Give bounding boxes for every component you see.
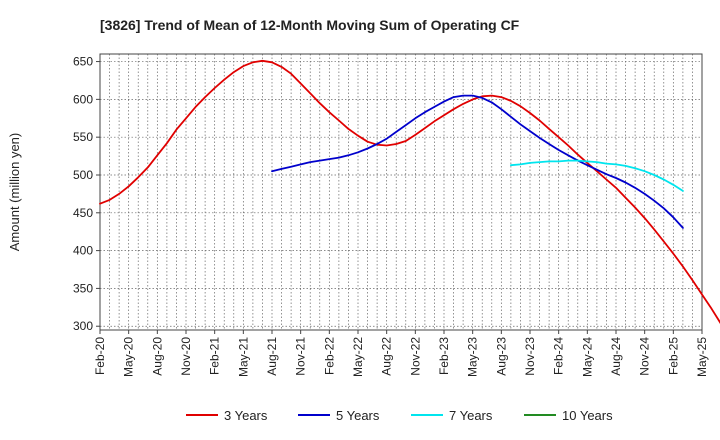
- x-tick-label: May-21: [236, 337, 250, 377]
- y-tick-label: 400: [73, 244, 93, 258]
- legend-label-2: 5 Years: [336, 408, 380, 423]
- x-tick-label: May-24: [580, 337, 594, 377]
- x-tick-label: Aug-22: [380, 337, 394, 376]
- x-tick-label: Nov-24: [638, 337, 652, 376]
- x-tick-label: Feb-22: [322, 337, 336, 375]
- y-tick-label: 650: [73, 55, 93, 69]
- legend-label-3: 7 Years: [449, 408, 493, 423]
- plot-frame: [99, 53, 703, 331]
- series-line-2: [271, 94, 684, 229]
- legend: 3 Years 5 Years 7 Years 10 Years: [186, 408, 613, 423]
- x-tick-label: May-20: [122, 337, 136, 377]
- chart-title: [3826] Trend of Mean of 12-Month Moving …: [100, 17, 520, 33]
- x-tick-label: Nov-21: [294, 337, 308, 376]
- x-tick-label: Feb-23: [437, 337, 451, 375]
- x-tick-label: Nov-20: [179, 337, 193, 376]
- series-line-1: [99, 59, 720, 324]
- grid-lines: [100, 54, 702, 330]
- y-tick-label: 350: [73, 281, 93, 295]
- x-tick-label: Aug-24: [609, 337, 623, 376]
- y-tick-label: 600: [73, 92, 93, 106]
- x-tick-label: Feb-21: [208, 337, 222, 375]
- series-lines: [99, 59, 720, 324]
- y-tick-label: 300: [73, 319, 93, 333]
- y-tick-label: 450: [73, 206, 93, 220]
- x-tick-label: May-22: [351, 337, 365, 377]
- x-tick-label: May-23: [466, 337, 480, 377]
- x-tick-label: Aug-23: [494, 337, 508, 376]
- x-tick-label: Feb-20: [93, 337, 107, 375]
- x-tick-label: Nov-23: [523, 337, 537, 376]
- legend-label-4: 10 Years: [562, 408, 613, 423]
- legend-label-1: 3 Years: [224, 408, 268, 423]
- y-axis-ticks: 300 350 400 450 500 550 600 650: [73, 55, 100, 333]
- x-tick-label: May-25: [695, 337, 709, 377]
- x-tick-label: Feb-25: [666, 337, 680, 375]
- y-tick-label: 500: [73, 168, 93, 182]
- y-tick-label: 550: [73, 130, 93, 144]
- x-tick-label: Feb-24: [552, 337, 566, 375]
- x-tick-label: Aug-21: [265, 337, 279, 376]
- series-line-3: [510, 159, 684, 192]
- x-axis-ticks: Feb-20 May-20 Aug-20 Nov-20 Feb-21 May-21 Aug-…: [93, 330, 709, 377]
- y-axis-label: Amount (million yen): [7, 133, 22, 252]
- x-tick-label: Aug-20: [150, 337, 164, 376]
- x-tick-label: Nov-22: [408, 337, 422, 376]
